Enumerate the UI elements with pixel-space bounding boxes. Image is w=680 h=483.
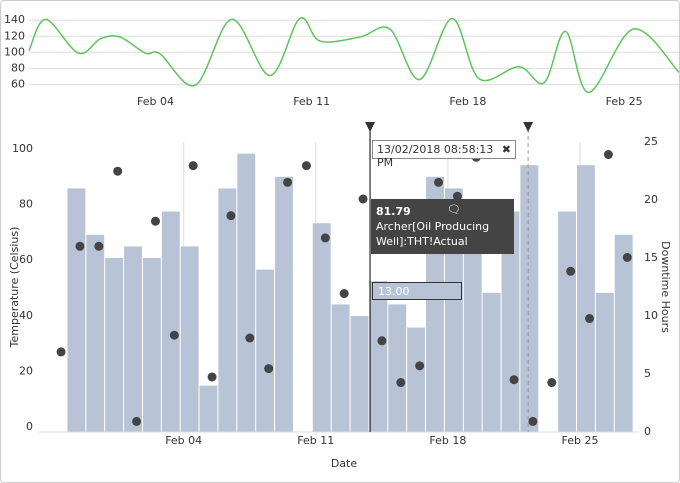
x-tick-label: Feb 18 — [449, 95, 486, 108]
x-tick-label: Feb 25 — [606, 95, 643, 108]
x-tick-label: Feb 18 — [429, 434, 466, 447]
dot — [339, 289, 349, 299]
bar — [256, 269, 275, 432]
bar — [180, 246, 199, 432]
y-tick-label: 0 — [26, 420, 33, 433]
x-tick-label: Feb 04 — [165, 434, 202, 447]
x-tick-label: Feb 11 — [293, 95, 330, 108]
y-tick-label: 80 — [19, 198, 33, 211]
bar — [237, 153, 256, 432]
dot — [452, 191, 462, 201]
dot — [245, 333, 255, 343]
bar — [124, 246, 142, 432]
dot — [207, 372, 217, 382]
y2-tick-label: 10 — [644, 309, 658, 322]
y-tick-label: 100 — [4, 45, 25, 58]
bar — [218, 188, 237, 432]
y2-tick-label: 0 — [644, 425, 651, 438]
dot — [75, 241, 85, 251]
line — [28, 17, 679, 94]
x-axis-label: Date — [331, 457, 358, 470]
y2-tick-label: 5 — [644, 367, 651, 380]
bar — [614, 234, 633, 432]
dot — [301, 161, 311, 171]
dot — [283, 177, 293, 187]
bar — [275, 176, 293, 432]
y2-tick-label: 15 — [644, 251, 658, 264]
y-tick-label: 120 — [4, 29, 25, 42]
bar — [331, 304, 350, 432]
cursor-handle[interactable] — [523, 122, 534, 132]
bar — [161, 211, 180, 432]
bar — [482, 292, 501, 432]
y-axis-label: Temperature (Celsius) — [8, 227, 21, 349]
y2-tick-label: 20 — [644, 193, 658, 206]
dot — [603, 150, 613, 160]
bar — [463, 234, 482, 432]
bar — [369, 281, 388, 432]
dot — [622, 252, 632, 262]
y2-axis-label: Downtime Hours — [659, 241, 672, 333]
bar — [407, 327, 426, 432]
tooltip-label: Archer[Oil Producing Well]:THT!Actual — [376, 220, 490, 248]
x-tick-label: Feb 04 — [137, 95, 174, 108]
dot — [377, 336, 387, 346]
dot — [547, 378, 557, 388]
dot — [264, 364, 274, 374]
dot — [585, 314, 595, 324]
bar — [350, 316, 369, 432]
dot — [396, 378, 406, 388]
bar — [67, 188, 86, 432]
comment-icon[interactable]: 🗨 — [447, 203, 461, 216]
dot — [169, 330, 179, 340]
bar — [312, 223, 331, 432]
bar — [558, 211, 577, 432]
bar — [577, 165, 595, 432]
tooltip: 81.79 Archer[Oil Producing Well]:THT!Actu… — [371, 199, 514, 254]
y-tick-label: 80 — [11, 61, 25, 74]
dot — [566, 266, 576, 276]
bar — [86, 234, 105, 432]
dot — [113, 166, 123, 176]
dot — [150, 216, 160, 226]
x-tick-label: Feb 11 — [297, 434, 334, 447]
bar — [199, 385, 218, 432]
bar — [142, 258, 161, 432]
dot — [509, 375, 519, 385]
y-tick-label: 40 — [19, 309, 33, 322]
y-tick-label: 60 — [11, 77, 25, 90]
bar-value-box: 13.00 — [372, 282, 462, 300]
dot — [358, 194, 368, 204]
dot — [226, 211, 236, 221]
y2-tick-label: 25 — [644, 135, 658, 148]
x-tick-label: Feb 25 — [562, 434, 599, 447]
dot — [56, 347, 66, 357]
bar — [520, 165, 539, 432]
y-tick-label: 60 — [19, 253, 33, 266]
bar — [388, 304, 407, 432]
time-text: 13/02/2018 08:58:13 PM — [377, 143, 494, 169]
bar — [595, 292, 614, 432]
dot — [528, 416, 538, 426]
close-icon[interactable]: ✖ — [501, 143, 511, 156]
y-tick-label: 100 — [12, 142, 33, 155]
dot — [320, 233, 330, 243]
dot — [188, 161, 198, 171]
time-box: 13/02/2018 08:58:13 PM ✖ — [372, 140, 516, 169]
y-tick-label: 140 — [4, 13, 25, 26]
dot — [434, 177, 444, 187]
bar — [105, 258, 124, 432]
y-tick-label: 20 — [19, 364, 33, 377]
dot — [415, 361, 425, 371]
tooltip-value: 81.79 — [376, 205, 411, 218]
dot — [132, 416, 142, 426]
cursor-handle[interactable] — [365, 122, 376, 132]
dot — [94, 241, 104, 251]
